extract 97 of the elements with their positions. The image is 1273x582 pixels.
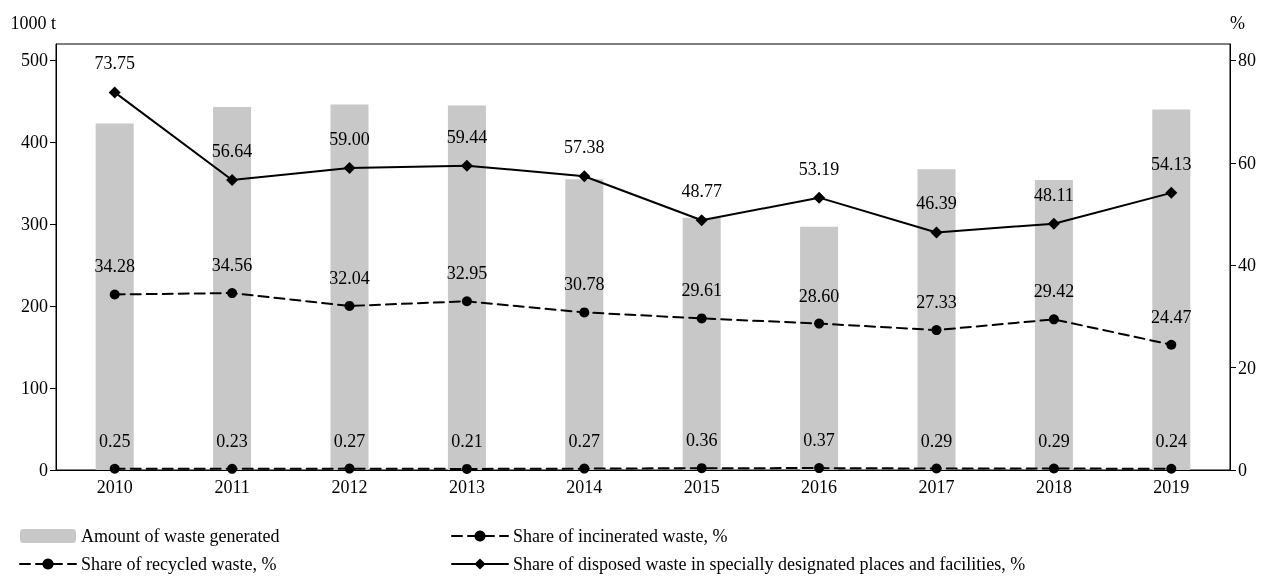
x-tick-label: 2014 (566, 477, 603, 497)
x-tick-label: 2013 (448, 477, 485, 497)
data-label: 0.37 (803, 430, 835, 451)
data-label: 56.64 (211, 140, 253, 161)
x-tick-label: 2019 (1153, 477, 1190, 497)
point (931, 325, 942, 336)
x-tick-label: 2017 (918, 477, 955, 497)
point (695, 214, 708, 227)
point (696, 463, 707, 474)
data-label: 53.19 (798, 158, 840, 179)
bar (800, 226, 839, 470)
point (343, 161, 356, 174)
bar (95, 123, 134, 470)
x-tick-label: 2011 (214, 477, 250, 497)
bar (1034, 179, 1073, 470)
data-label: 28.60 (798, 285, 840, 306)
data-label: 30.78 (564, 274, 605, 295)
point (1165, 186, 1178, 199)
legend-label: Share of recycled waste, % (81, 554, 277, 574)
point (1166, 463, 1177, 474)
data-label: 57.38 (564, 137, 605, 158)
legend-label: Share of incinerated waste, % (513, 526, 728, 546)
y2-axis-title: % (1230, 13, 1245, 33)
data-label: 73.75 (94, 53, 135, 74)
data-label: 27.33 (916, 292, 957, 313)
point (1048, 314, 1059, 325)
data-label: 48.77 (681, 181, 722, 202)
point (578, 170, 591, 183)
data-label: 54.13 (1151, 153, 1192, 174)
data-label: 0.29 (1038, 430, 1070, 451)
data-label: 29.61 (681, 280, 722, 301)
bar (447, 105, 486, 470)
legend-label: Amount of waste generated (81, 526, 280, 546)
point (460, 159, 473, 172)
data-label: 0.23 (216, 430, 248, 451)
point (109, 289, 120, 300)
data-label: 0.36 (685, 430, 718, 451)
data-label: 24.47 (1151, 306, 1192, 327)
data-label: 59.44 (446, 126, 488, 147)
bar (213, 107, 252, 470)
point (931, 463, 942, 474)
bar (682, 217, 721, 470)
data-label: 59.00 (329, 128, 370, 149)
point (461, 463, 472, 474)
point (579, 463, 590, 474)
y2-tick-label: 20 (1238, 357, 1256, 378)
x-tick-label: 2015 (683, 477, 720, 497)
point (344, 463, 355, 474)
y-tick-label: 400 (21, 132, 48, 153)
bar (330, 104, 369, 470)
y2-tick-label: 0 (1238, 460, 1247, 480)
data-label: 34.28 (94, 256, 135, 277)
point (696, 313, 707, 324)
point (579, 307, 590, 318)
y2-tick-label: 40 (1238, 255, 1256, 276)
x-tick-label: 2018 (1035, 477, 1072, 497)
y2-tick-label: 60 (1238, 152, 1256, 173)
data-label: 29.42 (1033, 281, 1075, 302)
data-label: 48.11 (1033, 184, 1074, 205)
x-tick-label: 2010 (96, 477, 133, 497)
point (1166, 339, 1177, 350)
y-tick-label: 300 (21, 214, 48, 235)
point (108, 86, 121, 99)
data-label: 0.27 (568, 430, 601, 451)
point (461, 296, 472, 307)
data-label: 0.24 (1155, 430, 1188, 451)
point (814, 318, 825, 329)
y2-tick-label: 80 (1238, 50, 1256, 71)
point (109, 463, 120, 474)
y-tick-label: 100 (21, 378, 48, 399)
data-label: 0.27 (333, 430, 366, 451)
y-tick-label: 500 (21, 50, 48, 71)
bar (917, 169, 956, 470)
y-tick-label: 200 (21, 296, 48, 317)
point (813, 191, 826, 204)
data-label: 0.25 (98, 430, 131, 451)
legend-label: Share of disposed waste in specially designated places and facilities, % (513, 554, 1026, 574)
x-tick-label: 2012 (331, 477, 368, 497)
point (814, 463, 825, 474)
point (344, 300, 355, 311)
data-label: 32.95 (446, 263, 488, 284)
point (227, 463, 238, 474)
data-label: 0.29 (920, 430, 953, 451)
y-axis-title: 1000 t (10, 13, 56, 33)
point (930, 226, 943, 239)
point (1047, 217, 1060, 230)
bar (1152, 109, 1191, 470)
data-label: 32.04 (329, 267, 370, 288)
bar (565, 179, 604, 470)
point (227, 288, 238, 299)
data-label: 0.21 (451, 430, 483, 451)
x-tick-label: 2016 (801, 477, 838, 497)
point (1048, 463, 1059, 474)
point (226, 173, 239, 186)
y-tick-label: 0 (39, 460, 48, 480)
data-label: 46.39 (916, 193, 957, 214)
data-label: 34.56 (211, 255, 253, 276)
